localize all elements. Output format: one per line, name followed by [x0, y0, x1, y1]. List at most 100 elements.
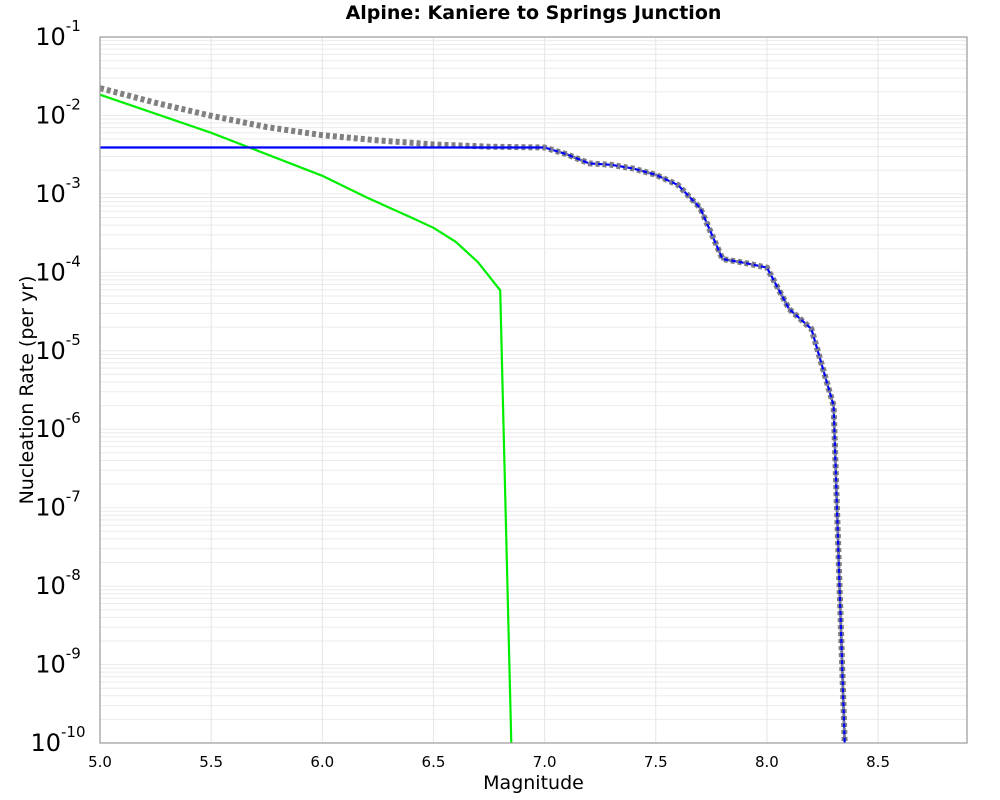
x-tick-label: 7.0	[533, 753, 557, 771]
data-point-marker	[842, 713, 846, 717]
data-point-marker	[839, 642, 844, 647]
data-point-marker	[825, 383, 830, 387]
data-point-marker	[835, 516, 839, 520]
data-point-marker	[842, 734, 847, 738]
data-point-marker	[817, 355, 822, 359]
data-point-marker	[557, 150, 562, 154]
data-point-marker	[543, 145, 547, 150]
y-tick-label: 10-9	[35, 645, 81, 679]
data-point-marker	[834, 467, 838, 471]
data-point-marker	[735, 259, 739, 264]
data-point-marker	[836, 551, 841, 555]
x-tick-label: 6.0	[310, 753, 334, 771]
data-point-marker	[841, 678, 845, 682]
data-point-marker	[565, 152, 569, 156]
data-point-marker	[832, 404, 836, 408]
x-tick-label: 5.5	[199, 753, 223, 771]
data-point-marker	[835, 509, 839, 513]
data-point-marker	[693, 200, 697, 204]
data-point-marker	[842, 727, 846, 731]
data-point-marker	[617, 164, 621, 168]
data-point-marker	[676, 183, 680, 187]
data-point-marker	[743, 261, 747, 265]
data-point-marker	[772, 279, 776, 284]
data-point-marker	[835, 495, 839, 499]
data-point-marker	[837, 579, 842, 583]
x-tick-label: 5.0	[88, 753, 112, 771]
x-axis-label: Magnitude	[483, 772, 584, 794]
y-tick-label: 10-4	[35, 252, 81, 286]
data-point-marker	[838, 600, 842, 605]
data-point-marker	[834, 488, 838, 492]
data-point-marker	[646, 171, 650, 175]
data-point-marker	[780, 293, 784, 297]
data-point-marker	[701, 213, 706, 217]
data-point-marker	[835, 523, 840, 527]
data-point-marker	[728, 258, 732, 262]
y-tick-label: 10-7	[35, 488, 81, 522]
data-point-marker	[833, 446, 837, 450]
series-line-sub-seismogenic-mfd	[99, 93, 513, 744]
data-point-marker	[717, 250, 721, 254]
data-point-marker	[819, 362, 824, 366]
data-point-marker	[750, 262, 754, 267]
data-point-marker	[587, 161, 591, 165]
data-point-marker	[580, 158, 584, 162]
grid	[99, 37, 967, 744]
data-point-marker	[624, 165, 628, 169]
data-point-marker	[687, 194, 691, 199]
data-point-marker	[668, 179, 673, 184]
data-point-marker	[839, 628, 843, 633]
x-tick-label: 6.5	[422, 753, 446, 771]
y-tick-label: 10-5	[35, 331, 81, 365]
data-point-marker	[765, 265, 769, 270]
series-line-supra-seismogenic-mfd	[100, 146, 846, 744]
data-point-marker	[832, 432, 837, 436]
data-point-marker	[798, 317, 802, 321]
data-point-marker	[654, 173, 658, 177]
data-point-marker	[840, 664, 844, 668]
data-point-marker	[681, 189, 686, 193]
data-point-marker	[833, 460, 838, 464]
y-tick-label: 10-8	[35, 566, 81, 600]
data-point-marker	[841, 706, 846, 710]
data-point-marker	[834, 474, 838, 478]
y-tick-label: 10-1	[35, 17, 81, 51]
y-tick-label: 10-2	[35, 95, 81, 129]
data-point-marker	[834, 481, 838, 485]
data-point-marker	[572, 155, 576, 159]
data-point-marker	[837, 572, 841, 576]
y-tick-label: 10-10	[30, 723, 85, 757]
x-tick-label: 8.0	[755, 753, 779, 771]
data-point-marker	[827, 390, 832, 394]
data-point-marker	[787, 307, 791, 311]
series-lines	[99, 85, 848, 744]
data-point-marker	[832, 418, 836, 422]
data-point-marker	[811, 334, 816, 338]
data-point-marker	[837, 558, 841, 562]
data-point-marker	[841, 685, 845, 689]
data-point-marker	[639, 169, 643, 173]
data-point-marker	[708, 228, 712, 232]
data-point-marker	[838, 607, 842, 612]
plot-border	[99, 36, 968, 744]
data-point-marker	[720, 257, 725, 261]
data-point-marker	[609, 163, 613, 167]
data-point-marker	[815, 348, 820, 352]
data-point-marker	[783, 300, 788, 304]
data-point-marker	[793, 312, 797, 316]
series-line-total-mfd	[99, 85, 848, 744]
data-point-marker	[776, 286, 780, 290]
data-point-marker	[823, 376, 828, 380]
data-point-marker	[842, 720, 846, 724]
data-point-marker	[821, 369, 826, 373]
data-point-marker	[829, 397, 834, 401]
y-axis-ticks: 10-1 10-2 10-3 10-4 10-5 10-6 10-7 10-8 10-9 10-1…	[30, 17, 85, 757]
data-point-marker	[838, 593, 842, 597]
data-point-marker	[832, 411, 836, 415]
y-tick-label: 10-3	[35, 174, 81, 208]
data-point-marker	[837, 565, 841, 569]
data-point-marker	[757, 264, 762, 268]
data-point-marker	[711, 235, 715, 239]
x-tick-label: 7.5	[644, 753, 668, 771]
